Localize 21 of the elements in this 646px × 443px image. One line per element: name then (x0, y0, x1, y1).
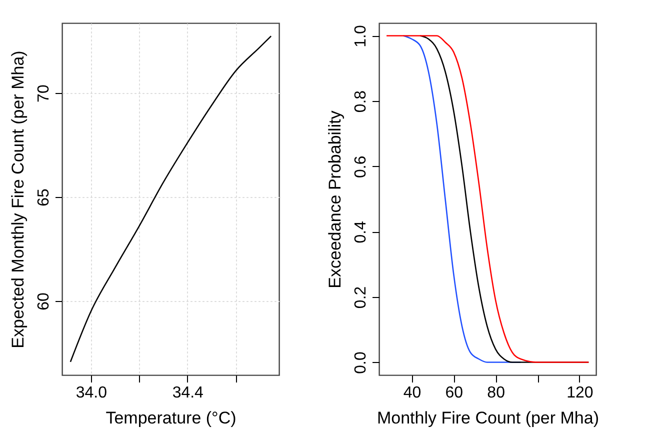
y-axis-title: Exceedance Probability (326, 110, 344, 288)
y-tick-label: 0.8 (352, 90, 370, 113)
y-tick-label: 60 (36, 292, 52, 310)
line-series (386, 35, 590, 363)
line-series (70, 35, 272, 363)
x-tick-label: 60 (445, 384, 464, 402)
x-tick-label: 34.4 (172, 384, 204, 402)
x-axis-title: Monthly Fire Count (per Mha) (376, 408, 600, 428)
x-tick-label: 34.0 (76, 384, 108, 402)
y-tick-label: 1.0 (352, 25, 370, 48)
y-tick-label: 65 (36, 188, 52, 206)
x-axis-title: Temperature (°C) (106, 408, 236, 428)
x-tick-label: 40 (403, 384, 422, 402)
y-tick-label: 0.4 (352, 220, 370, 244)
y-tick-label: 0.6 (352, 156, 370, 178)
x-tick-label: 120 (566, 384, 594, 402)
y-tick-label: 0.2 (352, 286, 370, 309)
y-tick-label: 0.0 (352, 352, 370, 374)
y-axis-title: Expected Monthly Fire Count (per Mha) (8, 50, 28, 348)
x-tick-label: 80 (487, 384, 506, 402)
y-tick-label: 70 (36, 84, 52, 102)
